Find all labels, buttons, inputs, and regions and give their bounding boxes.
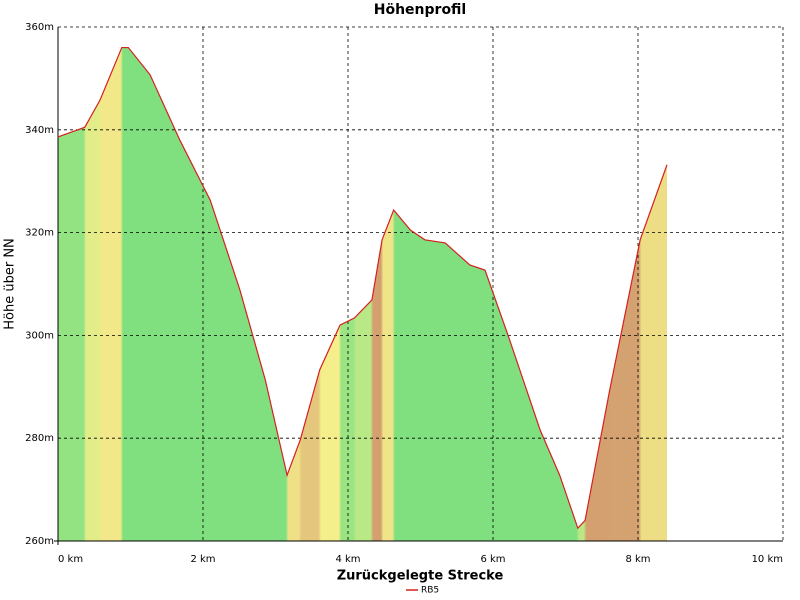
x-tick-label: 6 km bbox=[480, 554, 505, 565]
legend-label: RB5 bbox=[421, 586, 439, 596]
x-axis-label: Zurückgelegte Strecke bbox=[337, 569, 504, 584]
y-tick-label: 320m bbox=[25, 228, 54, 239]
x-tick-label: 2 km bbox=[190, 554, 215, 565]
area-fill bbox=[58, 47, 667, 542]
y-tick-label: 280m bbox=[25, 433, 54, 444]
x-tick-label: 4 km bbox=[335, 554, 360, 565]
x-tick-label: 8 km bbox=[625, 554, 650, 565]
line bbox=[57, 46, 668, 530]
y-axis-label: Höhe über NN bbox=[3, 238, 18, 330]
y-tick-label: 360m bbox=[25, 22, 54, 33]
y-tick-label: 260m bbox=[25, 536, 54, 547]
y-tick-label: 340m bbox=[25, 125, 54, 136]
x-tick-label: 0 km bbox=[58, 554, 83, 565]
chart-title: Höhenprofil bbox=[374, 2, 466, 18]
x-tick-label: 10 km bbox=[752, 554, 783, 565]
y-tick-label: 300m bbox=[25, 330, 54, 341]
